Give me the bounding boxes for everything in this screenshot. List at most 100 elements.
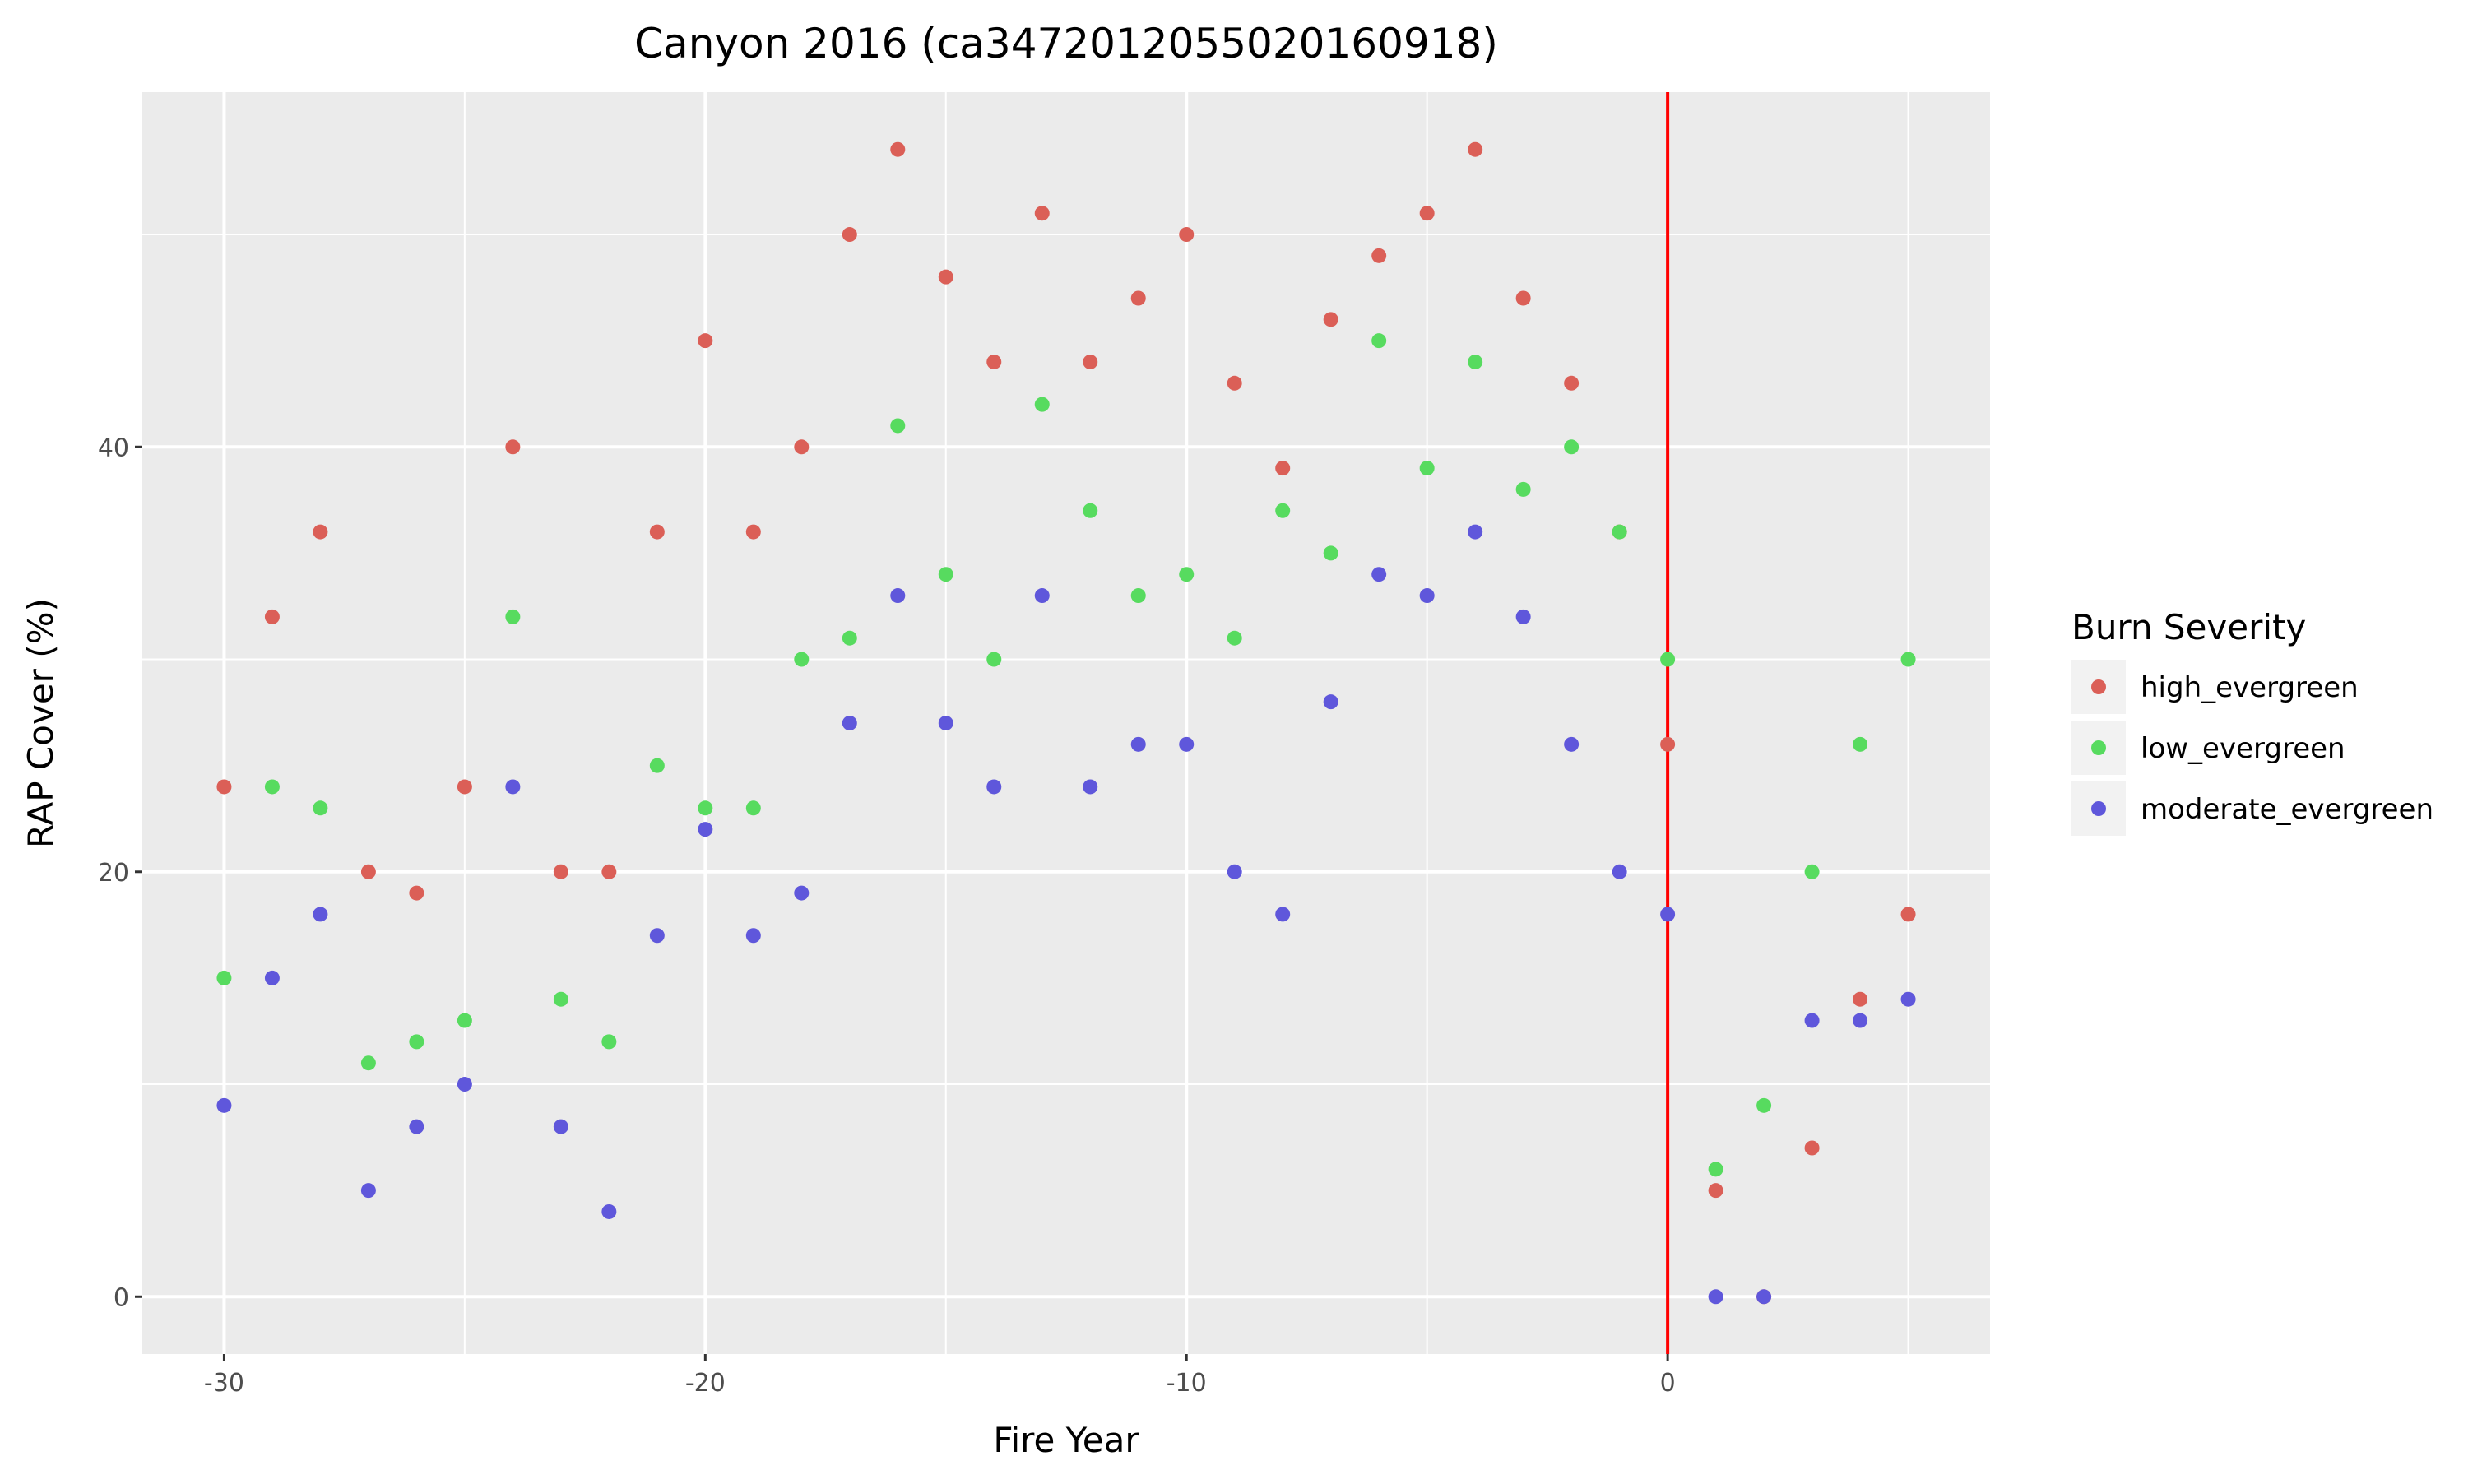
point-high_evergreen (1323, 312, 1338, 327)
point-low_evergreen (1227, 630, 1242, 646)
point-moderate_evergreen (745, 928, 761, 944)
point-high_evergreen (1130, 290, 1146, 306)
point-moderate_evergreen (1900, 991, 1916, 1007)
point-moderate_evergreen (842, 716, 857, 730)
data-points (216, 141, 1916, 1305)
point-high_evergreen (698, 333, 713, 349)
x-axis-ticks: -30 -20 -10 0 (204, 1354, 1676, 1398)
point-moderate_evergreen (1564, 736, 1580, 752)
point-high_evergreen (1468, 141, 1483, 157)
point-low_evergreen (409, 1034, 424, 1050)
point-low_evergreen (457, 1013, 472, 1028)
point-low_evergreen (1179, 567, 1195, 582)
point-moderate_evergreen (553, 1119, 568, 1134)
point-high_evergreen (1564, 375, 1580, 391)
point-moderate_evergreen (1515, 609, 1531, 624)
point-low_evergreen (553, 991, 568, 1007)
point-moderate_evergreen (457, 1077, 472, 1092)
point-moderate_evergreen (1756, 1289, 1772, 1305)
x-tick-label: 0 (1660, 1369, 1676, 1398)
legend-marker-high_evergreen (2091, 679, 2106, 694)
point-high_evergreen (505, 439, 521, 455)
point-high_evergreen (890, 141, 906, 157)
point-high_evergreen (745, 524, 761, 540)
x-tick-label: -10 (1167, 1369, 1207, 1398)
point-high_evergreen (1708, 1183, 1723, 1199)
point-moderate_evergreen (1275, 907, 1291, 922)
point-high_evergreen (842, 227, 857, 243)
point-low_evergreen (1708, 1162, 1723, 1177)
legend-label: moderate_evergreen (2141, 793, 2433, 826)
point-high_evergreen (457, 779, 472, 795)
point-high_evergreen (264, 609, 280, 624)
point-high_evergreen (553, 864, 568, 879)
point-low_evergreen (938, 567, 953, 582)
point-high_evergreen (938, 269, 953, 285)
gridlines (142, 92, 1990, 1354)
point-low_evergreen (1083, 503, 1098, 518)
point-low_evergreen (794, 652, 810, 667)
point-moderate_evergreen (1227, 864, 1242, 879)
point-high_evergreen (360, 864, 376, 879)
point-high_evergreen (1083, 354, 1098, 369)
point-low_evergreen (842, 630, 857, 646)
point-moderate_evergreen (698, 822, 713, 837)
point-moderate_evergreen (1130, 736, 1146, 752)
point-high_evergreen (794, 439, 810, 455)
point-high_evergreen (1900, 907, 1916, 922)
legend-label: high_evergreen (2141, 671, 2359, 704)
point-low_evergreen (1515, 481, 1531, 497)
legend-label: low_evergreen (2141, 732, 2345, 765)
point-moderate_evergreen (986, 779, 1002, 795)
x-tick-label: -20 (685, 1369, 726, 1398)
point-high_evergreen (409, 885, 424, 901)
point-low_evergreen (1323, 545, 1338, 561)
point-low_evergreen (745, 800, 761, 816)
point-high_evergreen (1179, 227, 1195, 243)
point-moderate_evergreen (601, 1203, 617, 1219)
point-moderate_evergreen (1804, 1013, 1820, 1028)
point-low_evergreen (698, 800, 713, 816)
point-moderate_evergreen (360, 1183, 376, 1199)
legend-marker-moderate_evergreen (2091, 801, 2106, 816)
legend-title: Burn Severity (2071, 607, 2306, 647)
point-high_evergreen (1853, 991, 1868, 1007)
chart-title: Canyon 2016 (ca3472012055020160918) (634, 20, 1498, 67)
y-axis-ticks: 0 20 40 (98, 434, 142, 1312)
point-low_evergreen (505, 609, 521, 624)
point-low_evergreen (1275, 503, 1291, 518)
point-high_evergreen (649, 524, 665, 540)
point-moderate_evergreen (794, 885, 810, 901)
point-low_evergreen (360, 1055, 376, 1071)
y-tick-label: 20 (98, 859, 129, 888)
point-moderate_evergreen (1034, 588, 1050, 604)
point-moderate_evergreen (1708, 1289, 1723, 1305)
point-moderate_evergreen (1612, 864, 1627, 879)
point-moderate_evergreen (409, 1119, 424, 1134)
plot-panel (142, 92, 1990, 1354)
point-moderate_evergreen (1323, 694, 1338, 710)
x-tick-label: -30 (204, 1369, 244, 1398)
point-high_evergreen (1034, 206, 1050, 221)
point-high_evergreen (216, 779, 232, 795)
point-high_evergreen (313, 524, 328, 540)
x-axis-label: Fire Year (993, 1420, 1139, 1460)
legend-marker-low_evergreen (2091, 740, 2106, 755)
point-moderate_evergreen (1853, 1013, 1868, 1028)
point-moderate_evergreen (1468, 524, 1483, 540)
point-moderate_evergreen (1419, 588, 1435, 604)
point-high_evergreen (1275, 461, 1291, 476)
point-moderate_evergreen (1371, 567, 1387, 582)
point-low_evergreen (313, 800, 328, 816)
point-moderate_evergreen (938, 716, 953, 730)
point-high_evergreen (601, 864, 617, 879)
point-low_evergreen (1468, 354, 1483, 369)
point-low_evergreen (216, 970, 232, 985)
point-low_evergreen (1130, 588, 1146, 604)
point-moderate_evergreen (1179, 736, 1195, 752)
point-low_evergreen (1660, 652, 1676, 667)
y-tick-label: 0 (114, 1283, 129, 1312)
point-low_evergreen (1371, 333, 1387, 349)
point-moderate_evergreen (890, 588, 906, 604)
